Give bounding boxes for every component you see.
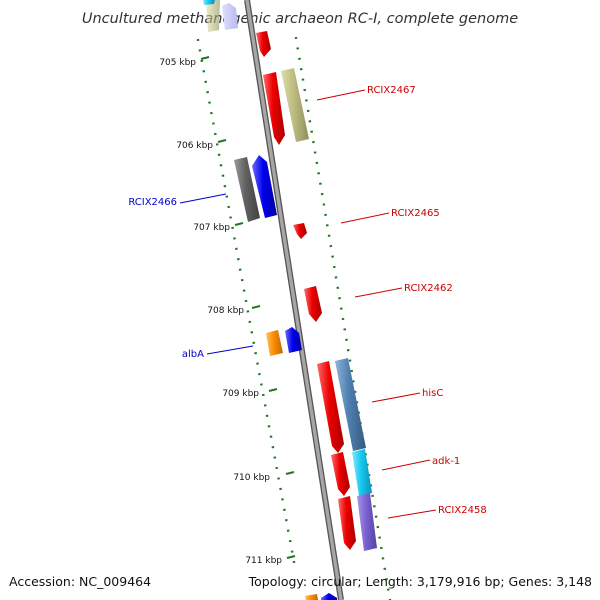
gene-label-alba: albA: [182, 349, 204, 360]
leader-rcix2462: [354, 287, 403, 298]
scale-tick-labels: 705 kbp 706 kbp 707 kbp 708 kbp 709 kbp …: [159, 58, 282, 566]
gene-adk-1-red: [331, 452, 350, 496]
gene-rcix2458: [357, 493, 377, 551]
accession-text: Accession: NC_009464: [9, 574, 152, 589]
tick-707: [234, 222, 244, 226]
gene-label-adk-1: adk-1: [432, 456, 460, 467]
gene-hisc-red: [317, 361, 344, 453]
gene-olive-706: [281, 68, 309, 142]
gene-label-rcix2466: RCIX2466: [128, 197, 177, 208]
gene-rcix2462: [304, 286, 322, 322]
tick-label-709: 709 kbp: [222, 389, 259, 399]
gene-rcix2466-gray: [234, 157, 260, 222]
gene-alba-orange: [266, 330, 283, 356]
gene-label-leaders: [179, 89, 437, 519]
leader-adk-1: [381, 459, 431, 471]
tick-710: [285, 471, 295, 475]
tick-711: [286, 555, 296, 559]
tick-706: [217, 139, 227, 143]
gene-bottom-orange-fragment: [305, 594, 318, 600]
tick-label-708: 708 kbp: [207, 306, 244, 316]
gene-rcix2458-red: [338, 496, 356, 550]
gene-rcix2465: [293, 223, 307, 239]
gene-labels: RCIX2467 RCIX2466 RCIX2465 RCIX2462 albA…: [128, 85, 486, 516]
gene-features: [203, 0, 377, 600]
tick-label-710: 710 kbp: [233, 473, 270, 483]
gene-label-rcix2467: RCIX2467: [367, 85, 416, 96]
gene-bottom-blue-fragment: [321, 593, 337, 600]
tick-label-711: 711 kbp: [245, 556, 282, 566]
leader-rcix2467: [316, 89, 366, 101]
outer-tick-ring: [196, 38, 296, 564]
gene-adk-1: [352, 449, 372, 496]
scale-ticks: [200, 56, 296, 559]
leader-rcix2465: [340, 212, 390, 224]
tick-label-705: 705 kbp: [159, 58, 196, 68]
tick-label-706: 706 kbp: [176, 141, 213, 151]
gene-label-hisc: hisC: [422, 388, 443, 399]
leader-rcix2458: [387, 509, 437, 519]
genome-backbone: [244, 0, 344, 600]
tick-label-707: 707 kbp: [193, 223, 230, 233]
tick-705: [200, 56, 210, 60]
gene-label-rcix2465: RCIX2465: [391, 208, 440, 219]
gene-label-rcix2458: RCIX2458: [438, 505, 487, 516]
gene-label-rcix2462: RCIX2462: [404, 283, 453, 294]
gene-rcix2466: [252, 155, 277, 218]
topology-text: Topology: circular; Length: 3,179,916 bp…: [248, 574, 592, 589]
gene-forward-705: [256, 31, 271, 57]
tick-708: [251, 305, 261, 309]
gene-hisc: [335, 358, 366, 451]
gene-alba: [285, 327, 302, 353]
gene-rcix2467: [263, 72, 285, 145]
gene-top-cyan-fragment: [203, 0, 215, 5]
tick-709: [268, 388, 278, 392]
gene-top-lavender-fragment: [222, 3, 238, 30]
leader-alba: [206, 345, 254, 355]
gene-top-left-fragment: [206, 0, 220, 32]
leader-hisc: [371, 392, 421, 403]
leader-rcix2466: [179, 193, 227, 204]
map-title: Uncultured methanogenic archaeon RC-I, c…: [82, 11, 518, 27]
